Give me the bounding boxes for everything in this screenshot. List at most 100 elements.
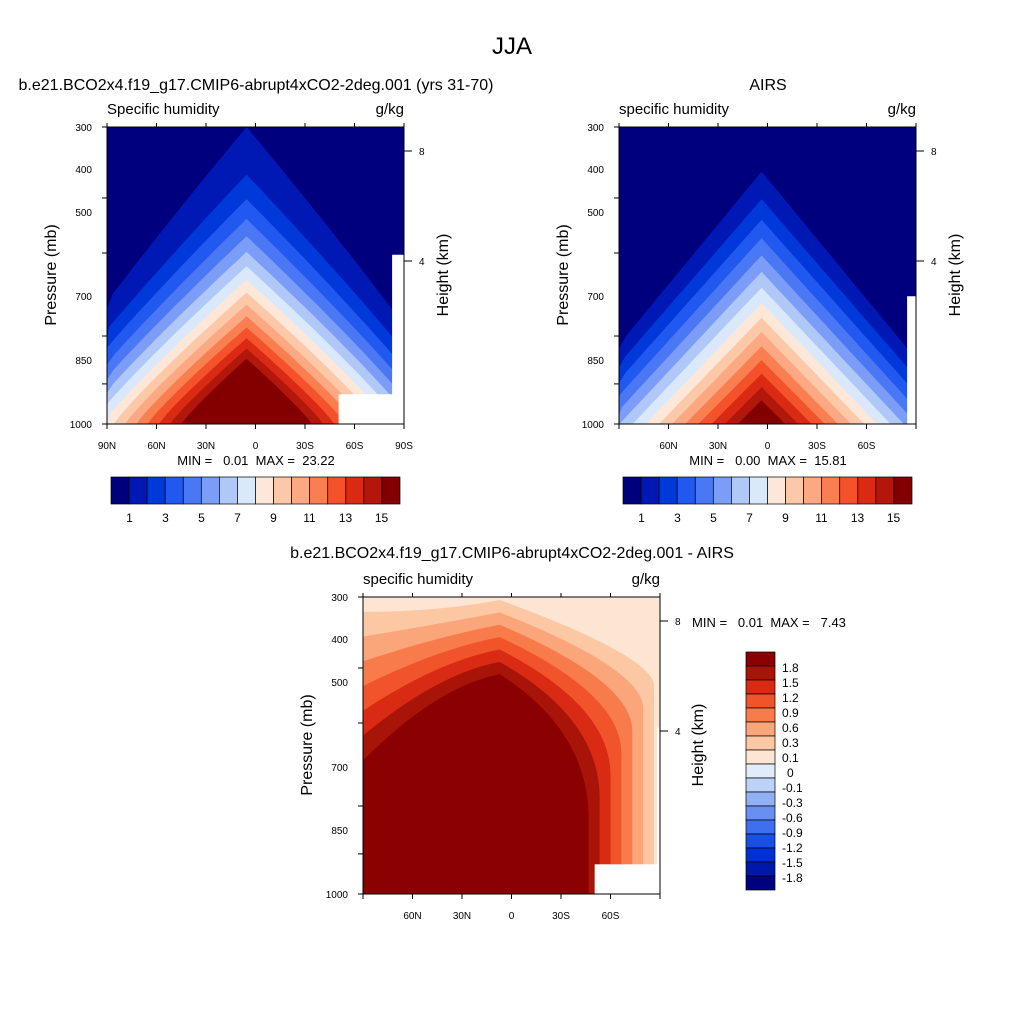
y-tick-label: 500 (587, 208, 604, 219)
contour-band (737, 400, 786, 424)
x-tick-label: 90S (395, 441, 413, 452)
colorbar-label: -1.2 (782, 841, 803, 855)
panel-obs-colorbar (622, 476, 913, 505)
colorbar-box (676, 476, 696, 505)
y-tick-label: 300 (331, 593, 348, 604)
colorbar-label: 11 (815, 511, 828, 525)
colorbar-box (745, 847, 776, 863)
colorbar-label: 3 (162, 511, 169, 525)
colorbar-box (128, 476, 148, 505)
panel-model-title: b.e21.BCO2x4.f19_g17.CMIP6-abrupt4xCO2-2… (19, 77, 494, 94)
panel-diff-colorbar (745, 651, 776, 891)
panel-diff-x-axis: 60N 30N 0 30S 60S (362, 593, 661, 922)
colorbar-box (712, 476, 732, 505)
panel-model-x-axis: 90N 60N 30N 0 30S 60S 90S (98, 123, 413, 452)
colorbar-box (745, 791, 776, 807)
colorbar-label: 1.8 (782, 661, 799, 675)
colorbar-box (731, 476, 750, 505)
x-tick-label: 30N (197, 441, 215, 452)
panel-diff-y-label: Pressure (mb) (299, 694, 316, 795)
panel-obs-y-axis: 300 400 500 700 850 1000 Pressure (mb) (555, 123, 619, 431)
x-tick-label: 30S (296, 441, 314, 452)
panel-model-contours (107, 127, 404, 424)
panel-obs: AIRS specific humidity g/kg 60N 30N 0 30… (555, 77, 964, 525)
colorbar-box (767, 476, 786, 505)
panel-model-units: g/kg (376, 101, 404, 118)
panel-obs-contours (619, 127, 916, 424)
panel-model-y-ticks (102, 126, 107, 425)
colorbar-label: 15 (375, 511, 389, 525)
terrain-mask (657, 727, 660, 894)
y-tick-label: 850 (75, 356, 92, 367)
y-tick-label: 300 (587, 123, 604, 134)
colorbar-label: -1.5 (782, 856, 803, 870)
contour-band (363, 674, 589, 894)
panel-obs-title: AIRS (749, 77, 786, 94)
colorbar-box (164, 476, 184, 505)
terrain-mask (594, 864, 660, 894)
x-tick-label: 60S (346, 441, 364, 452)
panel-model: b.e21.BCO2x4.f19_g17.CMIP6-abrupt4xCO2-2… (19, 77, 494, 525)
panel-diff-title: b.e21.BCO2x4.f19_g17.CMIP6-abrupt4xCO2-2… (290, 545, 734, 562)
colorbar-label: 5 (198, 511, 205, 525)
colorbar-label: 9 (270, 511, 277, 525)
terrain-mask (907, 296, 916, 424)
colorbar-box (327, 476, 347, 505)
colorbar-label: 7 (746, 511, 753, 525)
panel-diff-units: g/kg (632, 571, 660, 588)
panel-obs-right-label: Height (km) (947, 234, 964, 317)
colorbar-box (309, 476, 329, 505)
panel-model-x-ticks (106, 123, 405, 429)
y-tick-label: 400 (331, 635, 348, 646)
colorbar-box (146, 476, 166, 505)
y-tick-label: 850 (331, 826, 348, 837)
colorbar-label: 15 (887, 511, 901, 525)
colorbar-box (745, 693, 776, 709)
x-tick-label: 60S (602, 911, 620, 922)
colorbar-label: 0.6 (782, 721, 799, 735)
colorbar-box (745, 707, 776, 723)
colorbar-box (182, 476, 202, 505)
colorbar-label: -0.9 (782, 826, 803, 840)
colorbar-label: -0.6 (782, 811, 803, 825)
colorbar-label: 3 (674, 511, 681, 525)
colorbar-label: 5 (710, 511, 717, 525)
x-tick-label: 30S (552, 911, 570, 922)
colorbar-box (745, 777, 776, 793)
colorbar-label: 7 (234, 511, 241, 525)
x-tick-label: 60S (858, 441, 876, 452)
x-tick-label: 30N (709, 441, 727, 452)
panel-model-right-axis: 8 4 Height (km) (404, 147, 452, 316)
colorbar-box (745, 819, 776, 835)
panel-diff-colorbar-labels: 1.8 1.5 1.2 0.9 0.6 0.3 0.1 0 -0.1 -0.3 … (782, 661, 803, 885)
y-tick-label: 700 (75, 292, 92, 303)
colorbar-box (622, 476, 642, 505)
panel-diff-x-ticks (362, 593, 661, 899)
x-tick-label: 30S (808, 441, 826, 452)
y-tick-label: 700 (331, 763, 348, 774)
y-tick-label: 300 (75, 123, 92, 134)
colorbar-box (745, 651, 776, 667)
y-tick-label: 400 (587, 165, 604, 176)
colorbar-label: -1.8 (782, 871, 803, 885)
colorbar-box (745, 721, 776, 737)
panel-diff-right-label: Height (km) (690, 704, 707, 787)
panel-diff-contours (363, 597, 660, 894)
y-right-tick-label: 4 (675, 727, 681, 738)
colorbar-label: 0 (787, 766, 794, 780)
colorbar-label: 1 (638, 511, 645, 525)
colorbar-box (893, 476, 913, 505)
colorbar-box (640, 476, 660, 505)
colorbar-label: 9 (782, 511, 789, 525)
colorbar-label: -0.3 (782, 796, 803, 810)
colorbar-box (745, 861, 776, 877)
panel-model-y-label: Pressure (mb) (43, 224, 60, 325)
colorbar-box (273, 476, 292, 505)
colorbar-box (785, 476, 804, 505)
panel-obs-x-axis: 60N 30N 0 30S 60S (618, 123, 917, 452)
y-tick-label: 500 (75, 208, 92, 219)
panel-model-colorbar (110, 476, 401, 505)
panel-obs-min-max: MIN = 0.00 MAX = 15.81 (689, 453, 847, 468)
colorbar-label: 0.1 (782, 751, 799, 765)
